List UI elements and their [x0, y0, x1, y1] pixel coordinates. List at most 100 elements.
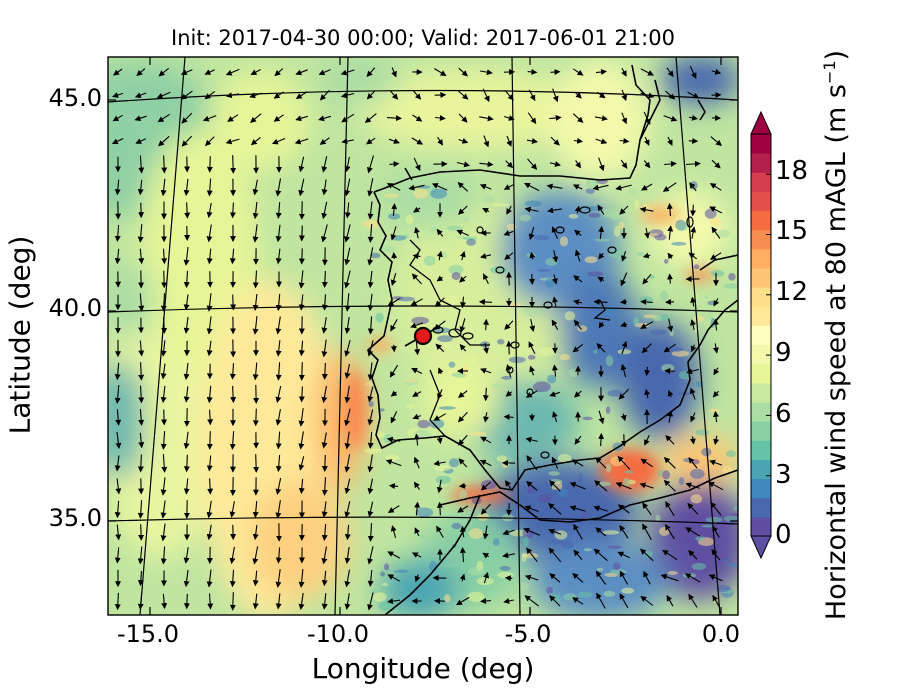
- colorbar-segment: [751, 402, 771, 422]
- speckle: [459, 490, 468, 500]
- wind-arrow: [709, 252, 722, 260]
- wind-arrow: [479, 459, 492, 467]
- wind-arrow: [137, 546, 144, 565]
- wind-arrow: [597, 204, 605, 215]
- wind-arrow: [275, 500, 282, 519]
- wind-arrow: [642, 523, 652, 540]
- wind-arrow: [459, 318, 466, 333]
- wind-arrow: [524, 182, 540, 192]
- wind-arrow: [298, 294, 305, 311]
- wind-arrow: [408, 184, 425, 191]
- wind-arrow: [252, 224, 259, 243]
- wind-arrow: [344, 293, 351, 312]
- speckle: [523, 536, 529, 547]
- wind-arrow: [229, 363, 236, 380]
- wind-arrow: [572, 343, 584, 353]
- wind-arrow: [275, 362, 282, 381]
- wind-arrow: [436, 525, 444, 538]
- colorbar-tick-0: 0: [775, 520, 792, 550]
- speckle: [522, 528, 535, 539]
- speckle: [723, 283, 738, 289]
- wind-arrow: [413, 206, 421, 213]
- wind-arrow: [436, 436, 443, 445]
- wind-arrow: [524, 206, 539, 213]
- wind-arrow: [114, 248, 121, 265]
- colorbar-tick-15: 15: [775, 216, 809, 246]
- speckle: [614, 225, 621, 237]
- colorbar-segment: [751, 440, 771, 460]
- wind-arrow: [527, 112, 537, 125]
- wind-arrow: [160, 431, 167, 450]
- wind-arrow: [344, 593, 351, 610]
- wind-arrow: [436, 479, 443, 494]
- speckle: [557, 454, 572, 463]
- wind-arrow: [688, 457, 698, 469]
- wind-arrow: [135, 138, 147, 144]
- wind-arrow: [621, 112, 628, 125]
- speckle: [695, 536, 705, 541]
- wind-arrow: [686, 368, 700, 375]
- wind-arrow: [138, 362, 145, 381]
- station-marker: [404, 325, 441, 347]
- wind-arrow: [206, 248, 213, 265]
- wind-arrow: [687, 91, 700, 99]
- wind-arrow: [643, 160, 651, 169]
- speckle: [438, 406, 456, 410]
- colorbar-segment: [751, 229, 771, 250]
- wind-arrow: [572, 184, 583, 190]
- wind-arrow: [504, 252, 514, 260]
- wind-arrow: [712, 318, 719, 331]
- wind-arrow: [434, 297, 445, 307]
- wind-arrow: [666, 594, 674, 607]
- wind-arrow: [253, 454, 260, 473]
- wind-arrow: [181, 135, 193, 147]
- wind-arrow: [206, 455, 213, 472]
- speckle: [604, 572, 619, 577]
- wind-arrow: [688, 114, 698, 121]
- wind-arrow: [643, 570, 651, 585]
- wind-arrow: [505, 480, 513, 492]
- wind-arrow: [524, 595, 540, 607]
- wind-arrow: [367, 224, 374, 243]
- wind-arrow: [479, 115, 494, 122]
- speckle: [649, 329, 667, 335]
- wind-arrow: [275, 224, 282, 243]
- speckle: [669, 329, 674, 337]
- speckle: [506, 223, 517, 231]
- wind-arrow: [525, 390, 538, 398]
- wind-arrow: [617, 551, 630, 559]
- colorbar-segment: [751, 459, 771, 480]
- wind-arrow: [321, 224, 328, 243]
- wind-arrow: [367, 409, 374, 426]
- speckle: [521, 552, 527, 562]
- speckle: [508, 356, 526, 363]
- wind-arrow: [413, 456, 420, 469]
- speckle: [617, 349, 632, 355]
- wind-arrow: [414, 574, 421, 583]
- wind-arrow: [640, 458, 654, 468]
- wind-arrow: [435, 115, 446, 121]
- wind-arrow: [318, 115, 332, 122]
- wind-arrow: [712, 390, 720, 398]
- wind-arrow: [387, 298, 400, 307]
- wind-arrow: [598, 321, 605, 329]
- wind-arrow: [273, 91, 284, 99]
- wind-arrow: [136, 68, 146, 77]
- wind-arrow: [319, 89, 330, 101]
- wind-arrow: [229, 431, 236, 450]
- wind-arrow: [458, 67, 468, 77]
- wind-arrow: [252, 546, 259, 565]
- wind-arrow: [250, 69, 261, 75]
- wind-arrow: [665, 523, 675, 540]
- wind-arrow: [667, 225, 674, 240]
- wind-arrow: [298, 156, 305, 173]
- tick-marks: [108, 57, 738, 615]
- wind-arrow: [206, 316, 213, 335]
- speckle: [522, 552, 539, 559]
- speckle: [448, 264, 464, 275]
- speckle: [633, 317, 639, 326]
- speckle: [451, 272, 461, 281]
- wind-arrow: [275, 316, 282, 335]
- wind-arrow: [298, 408, 305, 427]
- wind-arrow: [229, 501, 236, 518]
